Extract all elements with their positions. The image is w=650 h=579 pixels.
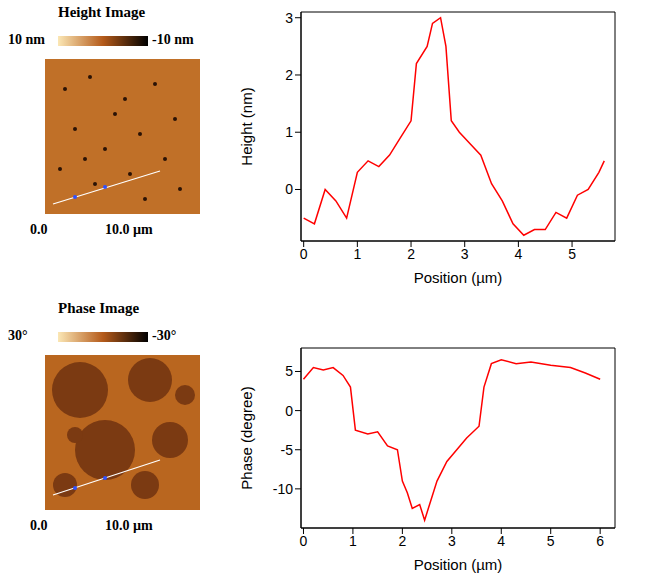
- html-text:-10 nm: -10 nm: [152, 32, 194, 47]
- svg-text:0: 0: [300, 246, 308, 262]
- svg-text:0: 0: [285, 403, 293, 419]
- svg-text:0: 0: [285, 181, 293, 197]
- svg-text:1: 1: [353, 246, 361, 262]
- html-text:Phase Image: Phase Image: [58, 300, 140, 316]
- svg-text:6: 6: [596, 533, 604, 549]
- svg-text:5: 5: [547, 533, 555, 549]
- svg-text:3: 3: [285, 10, 293, 26]
- svg-text:Phase (degree): Phase (degree): [238, 386, 255, 489]
- html-text:-30°: -30°: [152, 328, 177, 343]
- svg-text:2: 2: [407, 246, 415, 262]
- svg-text:5: 5: [285, 363, 293, 379]
- svg-text:-5: -5: [281, 442, 294, 458]
- svg-text:-10: -10: [273, 481, 293, 497]
- html-text:10.0 µm: 10.0 µm: [105, 518, 153, 533]
- svg-text:3: 3: [448, 533, 456, 549]
- svg-text:3: 3: [461, 246, 469, 262]
- svg-text:1: 1: [285, 124, 293, 140]
- svg-text:2: 2: [285, 67, 293, 83]
- svg-text:0: 0: [300, 533, 308, 549]
- svg-text:Position (µm): Position (µm): [414, 269, 503, 286]
- html-text:10 nm: 10 nm: [8, 32, 45, 47]
- html-text:0.0: 0.0: [30, 222, 48, 237]
- svg-text:Position (µm): Position (µm): [414, 556, 503, 573]
- svg-text:2: 2: [398, 533, 406, 549]
- html-text:10.0 µm: 10.0 µm: [105, 222, 153, 237]
- html-text:Height Image: Height Image: [58, 4, 146, 20]
- svg-text:4: 4: [497, 533, 505, 549]
- svg-text:1: 1: [349, 533, 357, 549]
- svg-text:4: 4: [514, 246, 522, 262]
- html-text:0.0: 0.0: [30, 518, 48, 533]
- html-text:30°: 30°: [8, 328, 28, 343]
- svg-text:Height (nm): Height (nm): [238, 87, 255, 165]
- svg-text:5: 5: [568, 246, 576, 262]
